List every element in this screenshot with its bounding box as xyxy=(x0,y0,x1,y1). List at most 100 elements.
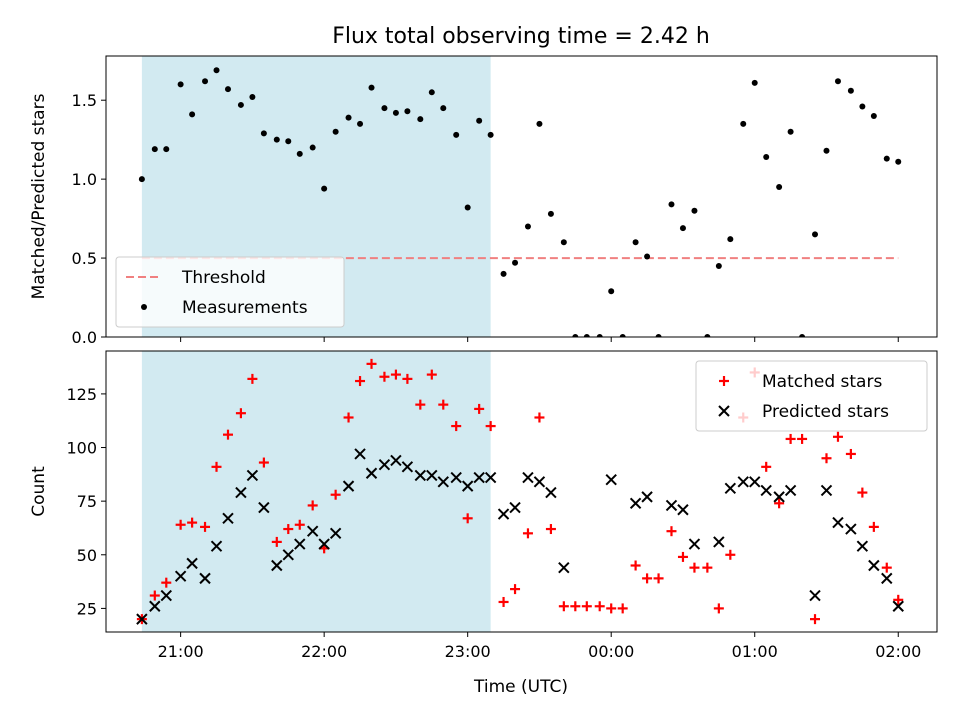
data-point-b xyxy=(881,572,893,585)
data-point xyxy=(821,453,832,464)
data-point-b xyxy=(461,480,474,492)
top-panel-ratio: 0.0 0.5 1.0 1.5 Matched/Predicted stars Thres… xyxy=(29,55,938,347)
data-point xyxy=(859,103,866,110)
data-point xyxy=(510,584,521,595)
data-point xyxy=(222,429,233,440)
data-point xyxy=(820,484,833,497)
y-tick-label: 50 xyxy=(77,546,97,565)
data-point xyxy=(522,528,533,539)
data-point-b xyxy=(749,476,761,488)
y-axis-label: Matched/Predicted stars xyxy=(29,93,49,299)
data-point xyxy=(653,573,664,584)
data-point xyxy=(545,524,556,535)
data-point xyxy=(737,476,749,488)
data-point-b xyxy=(365,467,378,479)
data-point-b xyxy=(497,508,510,520)
plot-area xyxy=(136,358,904,625)
data-point-b xyxy=(522,471,534,484)
data-point xyxy=(136,613,148,625)
data-point xyxy=(271,536,282,547)
data-point xyxy=(666,526,677,537)
data-point xyxy=(570,601,581,612)
data-point xyxy=(763,154,770,161)
data-point xyxy=(476,117,483,124)
data-point xyxy=(213,67,220,74)
data-point xyxy=(847,87,854,94)
data-point xyxy=(619,334,626,337)
data-point xyxy=(642,573,653,584)
data-point xyxy=(200,521,211,532)
data-point-b xyxy=(437,476,449,488)
data-point xyxy=(309,144,316,151)
legend-label: Matched stars xyxy=(762,372,882,392)
data-point xyxy=(689,562,700,573)
data-point xyxy=(606,603,617,614)
data-point xyxy=(560,239,567,246)
data-point xyxy=(294,538,306,550)
data-point-b xyxy=(665,499,678,512)
data-point xyxy=(629,497,642,510)
data-point xyxy=(296,150,303,157)
data-point-b xyxy=(271,559,283,572)
data-point-b xyxy=(737,476,749,488)
data-point xyxy=(881,572,893,585)
data-point xyxy=(834,78,841,85)
data-point xyxy=(345,114,352,121)
data-point-b xyxy=(677,504,689,516)
data-point xyxy=(390,454,402,467)
data-point xyxy=(487,131,494,138)
data-point xyxy=(426,469,438,482)
axes-frame xyxy=(105,55,938,338)
data-point xyxy=(330,489,341,500)
data-point xyxy=(414,469,427,482)
data-point xyxy=(608,288,615,295)
data-point xyxy=(368,84,375,91)
data-point xyxy=(644,253,651,260)
legend-label: Measurements xyxy=(182,298,308,318)
data-point xyxy=(224,86,231,93)
data-point xyxy=(724,482,737,494)
data-point-b xyxy=(724,482,737,494)
data-point-b xyxy=(558,561,570,574)
data-point xyxy=(522,471,534,484)
data-point xyxy=(727,236,734,243)
data-point xyxy=(868,559,880,572)
data-point xyxy=(202,78,209,85)
data-point xyxy=(258,457,269,468)
data-point-b xyxy=(160,589,172,602)
data-point xyxy=(189,111,196,118)
x-tick-label: 02:00 xyxy=(875,642,921,661)
data-point xyxy=(668,201,675,208)
data-point xyxy=(583,334,590,337)
data-point xyxy=(174,570,187,582)
data-point xyxy=(704,334,711,337)
data-point xyxy=(856,540,869,552)
data-point xyxy=(533,476,546,488)
x-tick-label: 01:00 xyxy=(732,642,778,661)
legend-box xyxy=(115,256,345,328)
data-point xyxy=(249,94,256,101)
data-point-b xyxy=(354,448,366,460)
data-point xyxy=(160,589,172,602)
data-point-b xyxy=(136,613,148,625)
x-tick-label: 23:00 xyxy=(445,642,491,661)
legend: Matched stars Predicted stars xyxy=(695,360,928,432)
data-point-b xyxy=(329,527,342,540)
data-point xyxy=(426,369,437,380)
data-point xyxy=(438,399,449,410)
y-tick-label: 25 xyxy=(77,599,97,618)
data-point-b xyxy=(450,471,462,484)
data-point xyxy=(812,231,819,238)
data-point-b xyxy=(845,523,857,535)
y-tick-label: 75 xyxy=(77,492,97,511)
data-point xyxy=(258,501,270,514)
data-point xyxy=(211,461,222,472)
data-point-b xyxy=(222,512,234,525)
legend-label: Threshold xyxy=(181,268,266,288)
data-point xyxy=(461,480,474,492)
data-point xyxy=(437,476,449,488)
data-point xyxy=(404,108,411,115)
data-point xyxy=(845,448,856,459)
x-tick-label: 21:00 xyxy=(158,642,204,661)
data-point xyxy=(740,120,747,127)
